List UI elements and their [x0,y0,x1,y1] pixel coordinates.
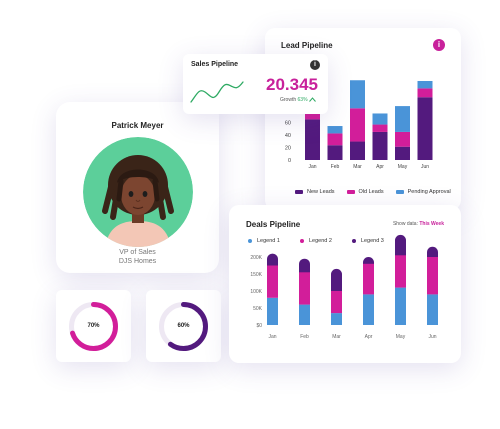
legend-item-2[interactable]: Legend 2 [299,238,332,244]
x-tick-label: Jan [268,334,276,340]
bar-segment-new-leads [350,141,365,160]
legend-item-new-leads[interactable]: New Leads [295,189,335,195]
bar-segment-legend-2 [299,272,310,305]
legend-item-pending-approval[interactable]: Pending Approval [395,189,451,195]
deals-pipeline-legend: Legend 1 Legend 2 Legend 3 [248,238,384,244]
sales-value: 20.345 [266,75,318,94]
donut-percent-label: 60% [177,323,190,329]
bar-segment-pending-approval [372,113,388,125]
bar-segment-new-leads [372,131,388,160]
x-tick-label: Apr [365,334,373,340]
bar-segment-new-leads [327,145,343,160]
x-tick-label: Feb [331,164,340,170]
bar-segment-pending-approval [350,80,365,109]
lead-pipeline-title: Lead Pipeline [281,41,333,50]
x-tick-label: May [398,164,408,170]
y-tick-label: 60 [285,121,291,127]
donut-progress-arc [69,302,118,351]
x-tick-label: Jun [421,164,429,170]
profile-name: Patrick Meyer [111,121,164,130]
bar-segment-legend-1 [395,287,406,325]
donut-card-70: 70% [56,290,131,362]
donut-card-60: 60% [146,290,221,362]
bar-segment-legend-1 [331,313,342,325]
bar-segment-legend-1 [267,297,278,325]
bar-segment-pending-approval [417,80,433,89]
bar-segment-old-leads [327,133,343,146]
bar-segment-pending-approval [327,126,343,134]
profile-card: Patrick Meyer [56,102,219,273]
lead-pipeline-legend: New Leads Old Leads Pending Approval [295,189,451,195]
donut-progress-arc [159,302,208,351]
x-tick-label: Mar [353,164,362,170]
bar-segment-new-leads [305,119,320,160]
y-tick-label: 200K [250,255,262,261]
y-tick-label: $0 [256,323,262,329]
bar-segment-old-leads [305,112,320,120]
bar-segment-old-leads [372,124,388,132]
bar-segment-legend-2 [427,257,438,295]
donut-chart [159,302,208,351]
arrow-up-icon [309,97,316,102]
bar-segment-legend-3 [395,234,406,262]
bar-segment-new-leads [395,146,410,160]
sparkline-icon [190,81,244,103]
donut-percent-label: 70% [87,323,100,329]
bar-segment-legend-1 [363,294,374,325]
sales-pipeline-card: Sales Pipeline i 20.345 Growth 63% [183,54,328,114]
y-tick-label: 20 [285,146,291,152]
x-tick-label: Jan [308,164,316,170]
x-tick-label: Jun [428,334,436,340]
profile-company: DJS Homes [118,258,157,265]
y-tick-label: 40 [285,133,291,139]
donut-chart [69,302,118,351]
bar-segment-old-leads [350,108,365,142]
bar-segment-new-leads [417,97,433,160]
x-tick-label: Apr [376,164,384,170]
bar-segment-legend-1 [299,304,310,325]
profile-role: VP of Sales [119,249,156,256]
y-tick-label: 50K [253,306,263,312]
avatar[interactable] [83,137,193,247]
bar-segment-legend-2 [267,265,278,298]
y-tick-label: 0 [288,158,291,164]
x-tick-label: Mar [332,334,341,340]
sales-pipeline-title: Sales Pipeline [191,61,239,68]
legend-item-3[interactable]: Legend 3 [351,238,384,244]
bar-segment-legend-3 [331,268,342,297]
bar-segment-old-leads [395,131,410,147]
bar-segment-legend-2 [363,263,374,295]
info-icon[interactable]: i [433,39,445,51]
bar-segment-pending-approval [395,106,410,132]
y-tick-label: 150K [250,272,262,278]
legend-item-1[interactable]: Legend 1 [248,238,280,244]
show-data-selector[interactable]: Show data: This Week [392,221,444,227]
deals-pipeline-title: Deals Pipeline [246,220,301,229]
deals-pipeline-chart: $0 50K 100K 150K 200K Jan Feb Mar Apr May Jun [250,234,438,340]
bar-segment-legend-1 [427,294,438,325]
bar-segment-old-leads [417,88,433,98]
bar-segment-legend-2 [331,291,342,314]
x-tick-label: May [396,334,406,340]
legend-item-old-leads[interactable]: Old Leads [346,189,384,195]
growth-indicator: Growth 63% [280,97,316,103]
y-tick-label: 100K [250,289,262,295]
info-icon[interactable]: i [310,60,320,70]
x-tick-label: Feb [300,334,309,340]
deals-pipeline-card: Deals Pipeline Show data: This Week Lege… [229,205,461,363]
bar-segment-legend-2 [395,255,406,288]
